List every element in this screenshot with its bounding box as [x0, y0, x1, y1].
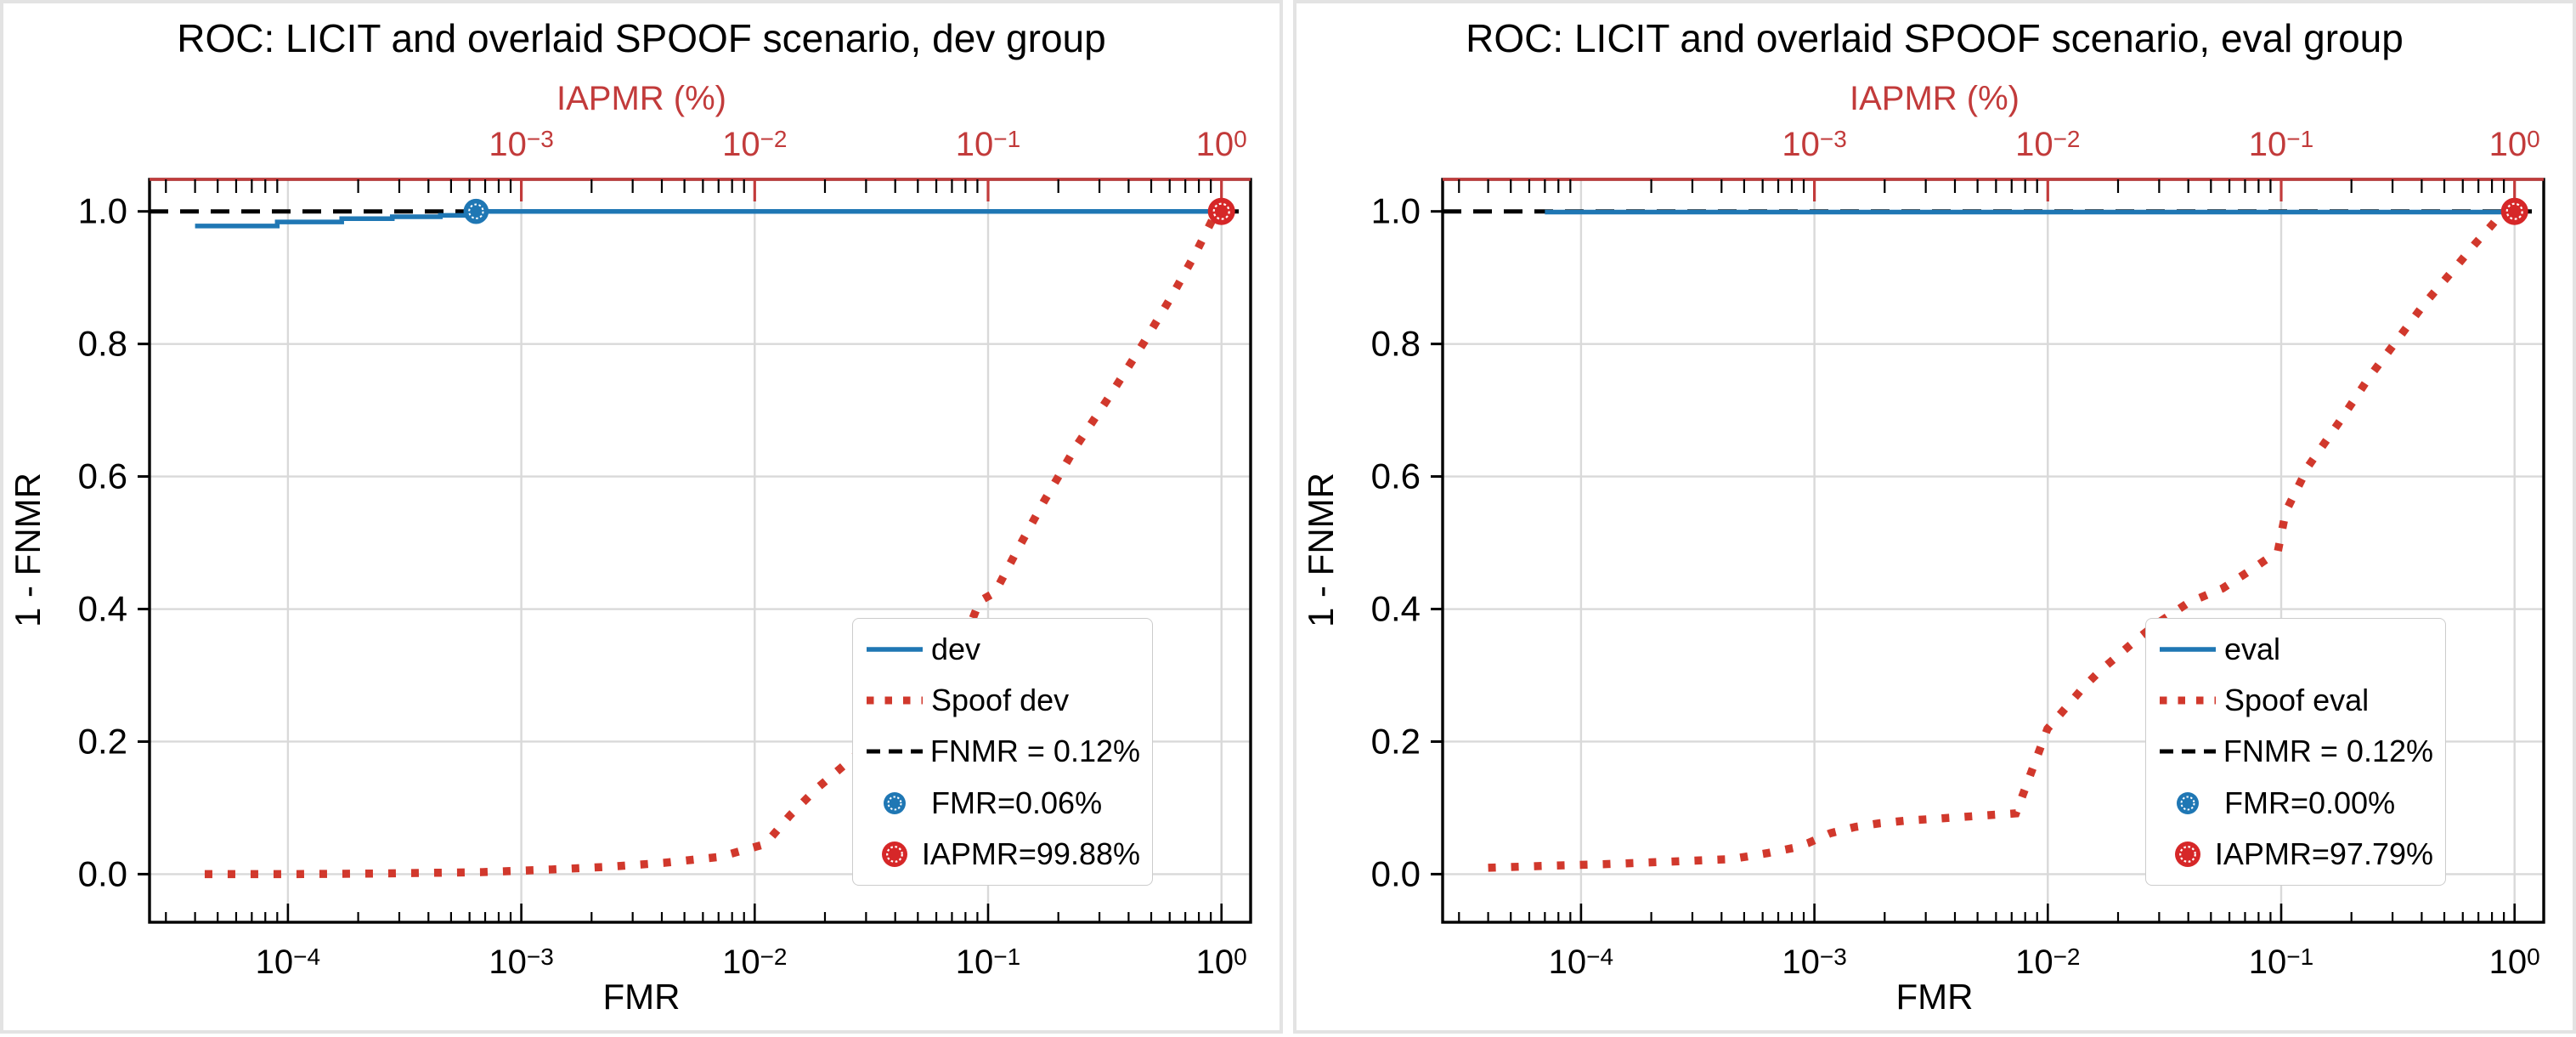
svg-text:10−2: 10−2 — [722, 126, 787, 163]
svg-text:10−4: 10−4 — [256, 944, 320, 981]
svg-text:10−3: 10−3 — [1782, 944, 1846, 981]
svg-text:10−4: 10−4 — [1549, 944, 1613, 981]
svg-text:10−2: 10−2 — [2015, 126, 2080, 163]
svg-text:0.8: 0.8 — [78, 324, 127, 364]
svg-text:10−3: 10−3 — [489, 944, 553, 981]
svg-text:10−1: 10−1 — [956, 944, 1020, 981]
svg-text:10−3: 10−3 — [489, 126, 553, 163]
svg-text:100: 100 — [1196, 126, 1247, 163]
svg-text:100: 100 — [2489, 944, 2540, 981]
svg-text:0.6: 0.6 — [1371, 456, 1421, 496]
svg-text:0.2: 0.2 — [78, 721, 127, 761]
svg-text:0.8: 0.8 — [1371, 324, 1421, 364]
svg-text:1.0: 1.0 — [1371, 191, 1421, 231]
svg-text:0.6: 0.6 — [78, 456, 127, 496]
svg-text:1.0: 1.0 — [78, 191, 127, 231]
svg-text:100: 100 — [1196, 944, 1247, 981]
svg-text:0.2: 0.2 — [1371, 721, 1421, 761]
svg-text:0.4: 0.4 — [1371, 589, 1421, 629]
svg-text:10−1: 10−1 — [2249, 126, 2313, 163]
svg-text:10−3: 10−3 — [1782, 126, 1846, 163]
svg-text:10−2: 10−2 — [722, 944, 787, 981]
svg-text:0.0: 0.0 — [78, 853, 127, 893]
svg-text:0.4: 0.4 — [78, 589, 127, 629]
svg-text:0.0: 0.0 — [1371, 853, 1421, 893]
svg-text:10−1: 10−1 — [2249, 944, 2313, 981]
svg-text:100: 100 — [2489, 126, 2540, 163]
svg-text:10−1: 10−1 — [956, 126, 1020, 163]
svg-text:10−2: 10−2 — [2015, 944, 2080, 981]
